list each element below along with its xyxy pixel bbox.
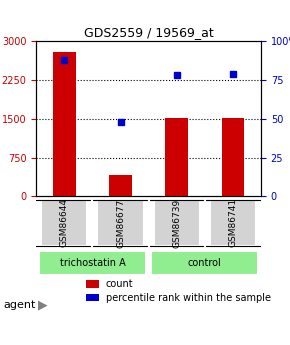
FancyBboxPatch shape <box>97 199 144 246</box>
Bar <box>53 52 76 196</box>
Text: GSM86741: GSM86741 <box>229 198 238 247</box>
FancyBboxPatch shape <box>210 199 256 246</box>
Title: GDS2559 / 19569_at: GDS2559 / 19569_at <box>84 26 213 39</box>
Text: trichostatin A: trichostatin A <box>59 258 125 268</box>
FancyBboxPatch shape <box>41 199 87 246</box>
Text: GSM86739: GSM86739 <box>172 198 181 248</box>
FancyBboxPatch shape <box>154 199 200 246</box>
FancyBboxPatch shape <box>39 252 146 275</box>
Text: count: count <box>106 279 134 289</box>
Text: ▶: ▶ <box>38 299 47 312</box>
Bar <box>222 118 244 196</box>
Bar <box>166 118 188 196</box>
Text: agent: agent <box>3 300 35 310</box>
Text: GSM86644: GSM86644 <box>60 198 69 247</box>
Text: control: control <box>188 258 222 268</box>
Bar <box>86 280 99 288</box>
Bar <box>86 294 99 302</box>
Text: GSM86677: GSM86677 <box>116 198 125 248</box>
FancyBboxPatch shape <box>151 252 258 275</box>
Text: percentile rank within the sample: percentile rank within the sample <box>106 293 271 303</box>
Bar <box>109 175 132 196</box>
